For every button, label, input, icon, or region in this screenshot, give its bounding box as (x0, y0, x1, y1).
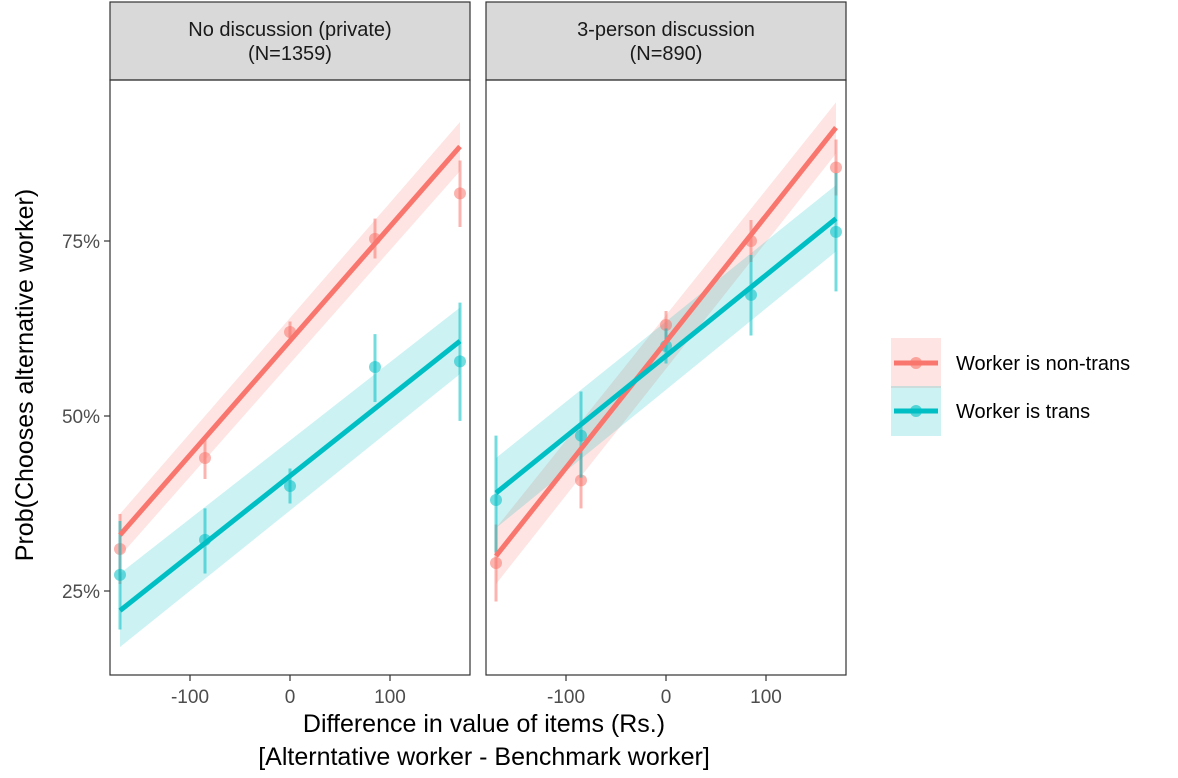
x-axis-title-line-1: Difference in value of items (Rs.) (303, 710, 665, 738)
y-tick-label: 75% (62, 232, 100, 253)
fit-line-non-trans (118, 144, 462, 537)
legend-label-non-trans: Worker is non-trans (956, 353, 1130, 375)
point-trans-3 (284, 480, 296, 492)
panels-layer: No discussion (private)(N=1359)3-person … (109, 1, 847, 676)
y-tick-label: 50% (62, 407, 100, 428)
legend-key-non-trans (891, 338, 941, 388)
point-non-trans-5 (454, 187, 466, 200)
strip-label-line-2: (N=890) (630, 43, 703, 65)
point-non-trans-3 (660, 319, 672, 331)
panel-2: 3-person discussion(N=890) (485, 1, 847, 676)
legend: Worker is non-trans Worker is trans (891, 338, 1130, 436)
x-tick-label: -100 (547, 687, 585, 708)
strip-label-line-1: 3-person discussion (577, 19, 755, 41)
strip-label-line-2: (N=1359) (248, 43, 332, 65)
point-non-trans-5 (830, 161, 842, 174)
fit-line-trans (118, 339, 462, 613)
x-tick-label: 0 (285, 687, 296, 708)
y-tick-label: 25% (62, 582, 100, 603)
legend-key-trans (891, 386, 941, 436)
strip-background (109, 1, 471, 81)
axes-layer: -100 0 100 -100 0 100 25% 50% 75% (62, 232, 782, 708)
plot-area (114, 122, 466, 647)
fit-line-trans (494, 216, 838, 495)
panel-1: No discussion (private)(N=1359) (109, 1, 471, 676)
point-trans-1 (114, 568, 126, 581)
point-trans-4 (369, 361, 381, 373)
point-non-trans-1 (490, 557, 502, 569)
strip-label-line-1: No discussion (private) (188, 19, 391, 41)
x-tick-label: 0 (661, 687, 672, 708)
x-tick-label: 100 (750, 687, 782, 708)
point-trans-2 (575, 429, 587, 442)
plot-area (490, 102, 842, 602)
strip-background (485, 1, 847, 81)
x-axis-title-line-2: [Alterntative worker - Benchmark worker] (258, 743, 710, 771)
fit-line-non-trans (494, 126, 838, 558)
point-trans-1 (490, 494, 502, 506)
point-non-trans-2 (575, 474, 587, 487)
point-trans-5 (454, 355, 466, 368)
x-tick-label: 100 (374, 687, 406, 708)
point-trans-5 (830, 225, 842, 238)
point-non-trans-2 (199, 452, 211, 464)
x-tick-label: -100 (171, 687, 209, 708)
legend-label-trans: Worker is trans (956, 401, 1090, 423)
y-axis-title: Prob(Chooses alternative worker) (11, 189, 39, 561)
